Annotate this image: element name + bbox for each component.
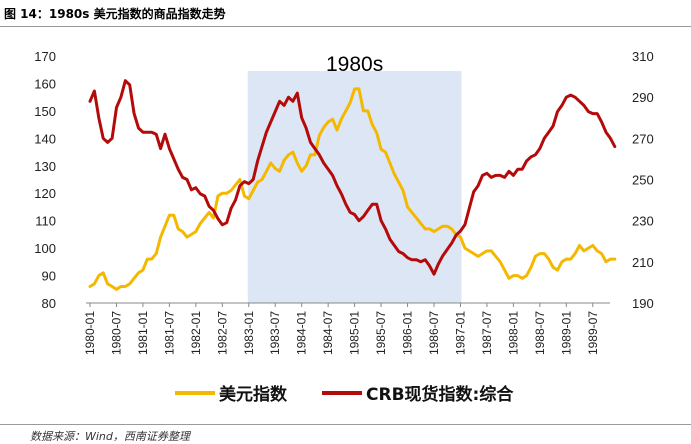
left-tick-label: 160 [34,76,56,91]
x-tick-label: 1984-07 [321,311,335,355]
x-tick-label: 1989-07 [586,311,600,355]
left-tick-label: 150 [34,104,56,119]
left-tick-label: 170 [34,49,56,64]
series-layer [88,79,617,291]
x-tick-label: 1981-01 [136,311,150,355]
left-axis-ticks: 80 90 100 110 120 130 140 150 160 170 [34,49,56,311]
title-divider [0,26,691,27]
x-tick-label: 1985-07 [374,311,388,355]
x-tick-label: 1987-07 [480,311,494,355]
left-tick-label: 110 [35,214,56,229]
x-tick-label: 1987-01 [453,311,467,355]
series-line-crb-index [88,79,617,276]
right-tick-label: 190 [632,296,654,311]
x-tick-label: 1984-01 [295,311,309,355]
source-divider [0,424,691,425]
right-tick-label: 270 [632,131,654,146]
left-tick-label: 140 [34,131,56,146]
x-tick-label: 1985-01 [348,311,362,355]
figure-title: 图 14：1980s 美元指数的商品指数走势 [4,7,226,21]
series-line-dollar-index [88,87,617,291]
left-tick-label: 120 [34,186,56,201]
right-tick-label: 290 [632,90,654,105]
x-tick-label: 1983-01 [242,311,256,355]
right-tick-label: 310 [632,49,654,64]
source-note: 数据来源：Wind，西南证券整理 [30,430,190,443]
left-tick-label: 100 [34,241,56,256]
x-tick-label: 1988-07 [533,311,547,355]
x-tick-label: 1982-07 [215,311,229,355]
right-axis-ticks: 190 210 230 250 270 290 310 [632,49,654,311]
right-tick-label: 250 [632,173,654,188]
left-tick-label: 90 [42,269,56,284]
legend-label: CRB现货指数:综合 [366,384,514,405]
highlight-band-label: 1980s [326,53,383,76]
right-tick-label: 230 [632,214,654,229]
x-tick-label: 1980-07 [109,311,123,355]
legend-label: 美元指数 [219,384,288,405]
x-axis-ticks: 1980-01 1980-07 1981-01 1981-07 1982-01 1982-… [83,303,600,355]
x-tick-label: 1983-07 [268,311,282,355]
right-tick-label: 210 [632,255,654,270]
x-tick-label: 1981-07 [162,311,176,355]
legend: 美元指数 CRB现货指数:综合 [175,384,514,405]
highlight-band-1980s [247,71,462,303]
left-tick-label: 130 [34,159,56,174]
line-chart: 1980s 80 90 100 110 120 130 140 150 160 170 190 21… [34,49,654,405]
x-tick-label: 1988-01 [506,311,520,355]
x-tick-label: 1986-07 [427,311,441,355]
x-tick-label: 1986-01 [401,311,415,355]
x-tick-label: 1989-01 [559,311,573,355]
x-tick-label: 1980-01 [83,311,97,355]
x-tick-label: 1982-01 [189,311,203,355]
left-tick-label: 80 [42,296,56,311]
